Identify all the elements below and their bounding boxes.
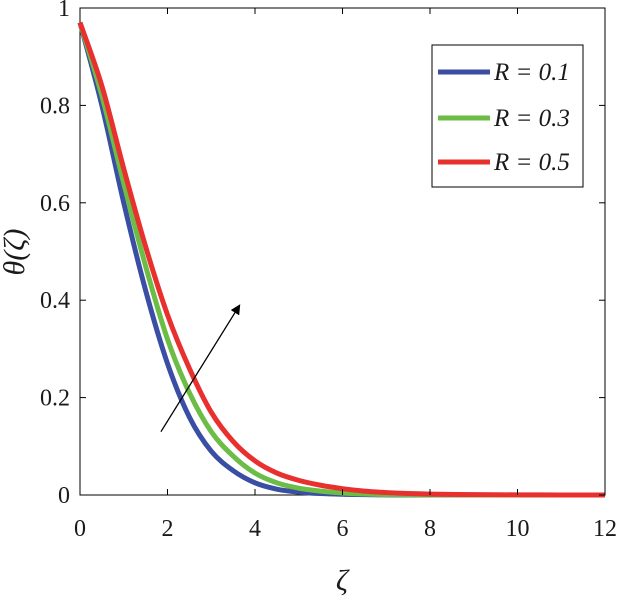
legend-label-r05: R = 0.5 (493, 149, 570, 176)
y-tick-label: 1 (58, 0, 70, 22)
series-line-r05 (77, 21, 606, 498)
x-axis-title: ζ (336, 564, 350, 597)
x-tick-label: 12 (593, 516, 617, 542)
y-tick-label: 0 (58, 483, 70, 509)
legend: R = 0.1 R = 0.3 R = 0.5 (431, 44, 584, 188)
legend-label-r01: R = 0.1 (493, 59, 570, 86)
trend-arrow (160, 304, 241, 433)
x-tick-label: 6 (337, 516, 349, 542)
x-tick-label: 4 (249, 516, 261, 542)
x-tick-label: 0 (74, 516, 86, 542)
series-layer (77, 21, 606, 498)
y-tick-label: 0.2 (40, 386, 70, 412)
y-tick-label: 0.4 (40, 288, 70, 314)
x-tick-label: 8 (424, 516, 436, 542)
tick-layer: 0 2 4 6 8 10 12 0 0.2 0.4 0.6 0.8 1 (40, 0, 617, 542)
annotation-layer (160, 304, 241, 433)
x-tick-label: 10 (506, 516, 530, 542)
x-tick-label: 2 (162, 516, 174, 542)
legend-label-r03: R = 0.3 (493, 105, 570, 132)
y-axis-title: θ(ζ) (0, 229, 31, 276)
y-tick-label: 0.8 (40, 93, 70, 119)
y-tick-label: 0.6 (40, 191, 70, 217)
